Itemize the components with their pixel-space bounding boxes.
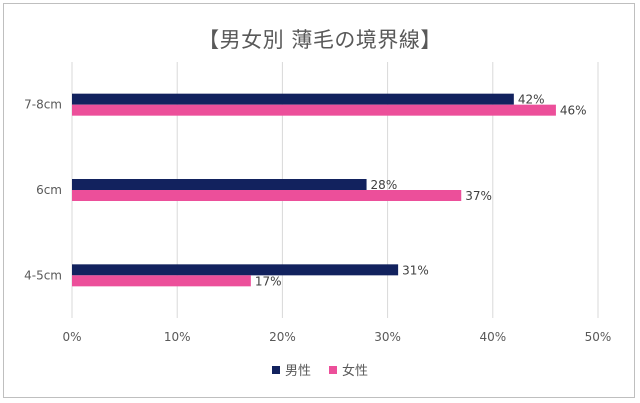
data-label: 46% xyxy=(560,104,587,118)
category-label: 4-5cm xyxy=(24,268,62,282)
category-label: 6cm xyxy=(36,183,62,197)
legend-item-male: 男性 xyxy=(271,360,311,379)
bar xyxy=(72,275,251,287)
bar xyxy=(72,264,399,276)
data-label: 28% xyxy=(371,178,398,192)
legend-item-female: 女性 xyxy=(329,360,368,379)
x-tick-label: 20% xyxy=(269,330,296,344)
legend-label-female: 女性 xyxy=(342,364,369,379)
legend-swatch-female xyxy=(329,365,337,374)
data-label: 31% xyxy=(402,263,429,277)
data-label: 37% xyxy=(465,189,492,203)
category-label: 7-8cm xyxy=(24,98,62,112)
legend-swatch-male xyxy=(271,365,280,374)
x-tick-label: 10% xyxy=(164,330,191,344)
legend: 男性 女性 xyxy=(0,360,640,379)
data-label: 17% xyxy=(255,274,282,288)
data-label: 42% xyxy=(518,93,545,107)
x-tick-label: 30% xyxy=(374,330,401,344)
bar xyxy=(72,104,556,116)
bar xyxy=(72,190,462,201)
chart-title: 【男女別 薄毛の境界線】 xyxy=(198,28,442,52)
x-tick-label: 50% xyxy=(585,330,612,344)
x-tick-label: 40% xyxy=(479,330,506,344)
legend-label-male: 男性 xyxy=(284,364,311,379)
x-tick-label: 0% xyxy=(62,330,81,344)
bar xyxy=(72,93,514,105)
bar xyxy=(72,179,367,190)
